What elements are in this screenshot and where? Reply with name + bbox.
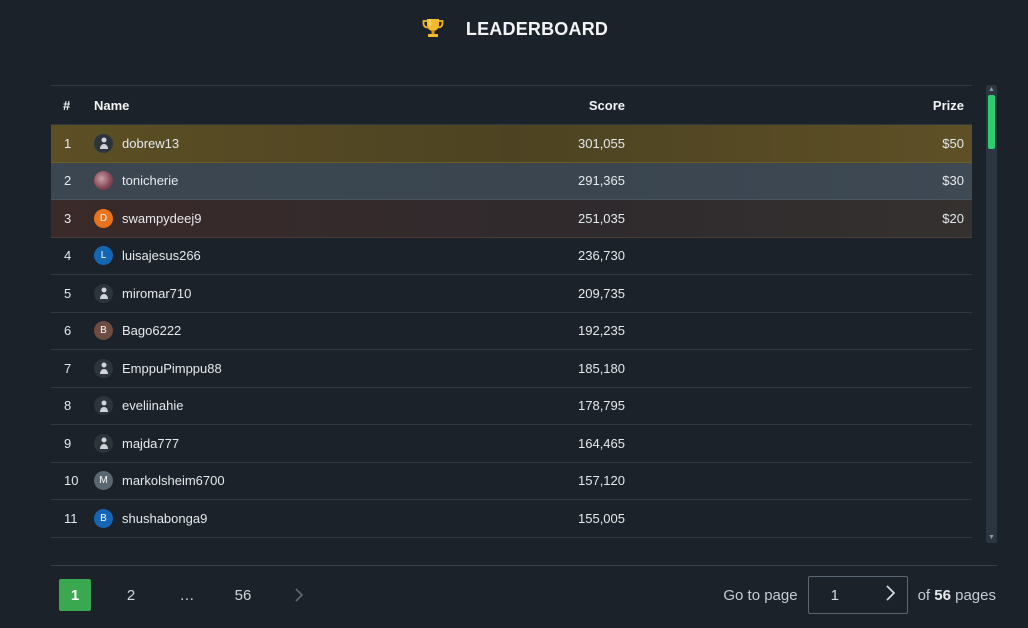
row-player: B Bago6222 [94,321,354,341]
row-rank: 7 [64,360,72,376]
row-score: 178,795 [578,398,625,414]
goto-page: Go to page of 56 pages [723,575,996,615]
page-title: LEADERBOARD [465,18,609,39]
pages-label: pages [955,586,996,604]
default-avatar-icon [94,396,113,416]
column-rank: # [63,97,71,113]
pagination: 1 2 … 56 [59,579,315,611]
default-avatar-icon [94,358,113,378]
player-name[interactable]: tonicherie [122,173,179,189]
of-label: of [917,586,931,604]
row-score: 301,055 [578,135,625,151]
player-name[interactable]: miromar710 [122,285,192,301]
leaderboard-header: LEADERBOARD [0,14,1028,44]
table-header: # Name Score Prize [51,86,972,125]
column-score: Score [588,97,625,113]
row-prize: $20 [942,210,964,226]
row-player: EmppuPimppu88 [94,358,354,378]
player-name[interactable]: markolsheim6700 [122,473,225,489]
row-rank: 11 [64,510,78,526]
row-rank: 9 [64,435,72,451]
scrollbar-thumb[interactable] [988,95,995,149]
player-name[interactable]: majda777 [122,435,180,451]
default-avatar-icon [94,433,113,453]
column-prize: Prize [932,97,964,113]
player-name[interactable]: luisajesus266 [122,248,201,264]
row-rank: 3 [64,210,72,226]
avatar: B [94,321,113,341]
row-score: 164,465 [578,435,625,451]
row-rank: 2 [64,173,72,189]
row-score: 185,180 [578,360,625,376]
avatar: B [94,508,113,528]
player-name[interactable]: dobrew13 [122,135,180,151]
row-player: eveliinahie [94,396,354,416]
avatar: L [94,246,113,266]
table-body: 1 dobrew13 301,055 $50 2 tonicherie 291,365 $30… [51,125,972,538]
player-name[interactable]: swampydeej9 [122,210,202,226]
row-prize: $50 [942,135,964,151]
table-row[interactable]: 8 eveliinahie 178,795 [51,388,972,425]
column-name: Name [94,97,130,113]
page-button-1[interactable]: 1 [59,579,91,611]
goto-label: Go to page [723,586,798,604]
player-name[interactable]: Bago6222 [122,323,182,339]
table-scrollbar[interactable]: ▲ ▼ [986,85,997,543]
table-row[interactable]: 9 majda777 164,465 [51,425,972,463]
page-button-2[interactable]: 2 [126,586,136,604]
row-player: tonicherie [94,171,354,191]
table-row[interactable]: 6 B Bago6222 192,235 [51,313,972,350]
trophy-icon [420,16,446,42]
player-name[interactable]: EmppuPimppu88 [122,360,222,376]
row-rank: 1 [64,135,72,151]
page-button-56[interactable]: 56 [234,586,252,604]
row-score: 236,730 [578,248,625,264]
row-rank: 8 [64,398,72,414]
row-score: 155,005 [578,510,625,526]
table-row[interactable]: 7 EmppuPimppu88 185,180 [51,350,972,388]
next-page-icon[interactable] [283,579,315,611]
default-avatar-icon [94,133,113,153]
row-score: 209,735 [578,285,625,301]
avatar: M [94,471,113,491]
row-rank: 6 [64,323,72,339]
row-score: 251,035 [578,210,625,226]
row-score: 291,365 [578,173,625,189]
scroll-down-icon[interactable]: ▼ [988,534,995,541]
goto-page-box [807,576,908,614]
player-name[interactable]: shushabonga9 [122,510,208,526]
goto-page-input[interactable] [830,586,871,604]
default-avatar-icon [94,283,113,303]
page-ellipsis: … [179,586,195,604]
row-player: dobrew13 [94,133,354,153]
row-score: 157,120 [578,473,625,489]
row-rank: 5 [64,285,72,301]
avatar: D [94,208,113,228]
row-player: miromar710 [94,283,354,303]
player-name[interactable]: eveliinahie [122,398,184,414]
row-prize: $30 [942,173,964,189]
goto-submit-icon[interactable] [885,585,895,605]
table-row[interactable]: 2 tonicherie 291,365 $30 [51,162,972,200]
row-score: 192,235 [578,323,625,339]
leaderboard-table: # Name Score Prize 1 dobrew13 301,055 $50 2 t… [51,85,972,544]
row-player: majda777 [94,433,354,453]
divider [51,565,997,566]
avatar [94,171,113,191]
table-row[interactable]: 1 dobrew13 301,055 $50 [51,125,972,163]
table-row[interactable]: 5 miromar710 209,735 [51,275,972,313]
row-rank: 4 [64,248,72,264]
total-pages: 56 [934,586,951,604]
scroll-up-icon[interactable]: ▲ [988,86,995,93]
row-rank: 10 [64,473,79,489]
